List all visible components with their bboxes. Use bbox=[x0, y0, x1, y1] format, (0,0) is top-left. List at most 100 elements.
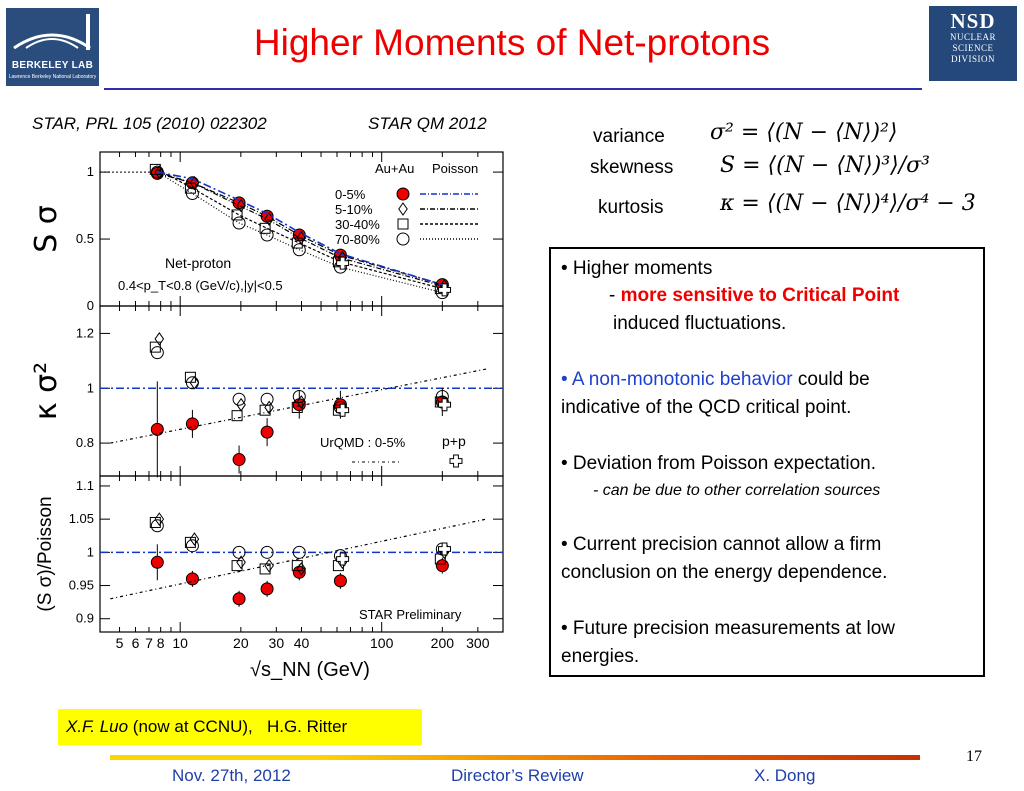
marker-1-3-4-shape bbox=[292, 389, 306, 403]
marker-0-3-4 bbox=[292, 243, 306, 257]
ytick-label-2-4: 1.1 bbox=[76, 478, 94, 493]
ytick-label-2-1: 0.95 bbox=[69, 578, 94, 593]
marker-1-0-2-shape bbox=[232, 453, 246, 467]
marker-2-0-3-shape bbox=[260, 582, 274, 596]
marker-0-4-0 bbox=[336, 256, 350, 270]
legend-label-2: 30-40% bbox=[335, 217, 380, 232]
marker-2-2-3-shape bbox=[259, 563, 271, 575]
marker-2-2-2 bbox=[231, 560, 243, 572]
ytick-label-0-2: 1 bbox=[87, 164, 94, 179]
marker-1-0-3 bbox=[260, 425, 274, 439]
moments-chart: 0 0.5 1 S σ 0.8 1 1.2 κ σ² 0.9 0.95 1 1.05 1.1 (S σ)/… bbox=[29, 151, 504, 681]
marker-1-4-0 bbox=[336, 403, 350, 417]
legend-marker-3 bbox=[396, 232, 410, 246]
marker-2-3-1-shape bbox=[185, 539, 199, 553]
ytick-label-2-2: 1 bbox=[87, 544, 94, 559]
bullet-non-monotonic-tail2: indicative of the QCD critical point. bbox=[561, 397, 852, 418]
marker-1-0-0 bbox=[150, 422, 164, 436]
marker-1-3-0 bbox=[150, 346, 164, 360]
footer-bar bbox=[110, 755, 920, 760]
marker-0-3-3 bbox=[260, 228, 274, 242]
title-divider bbox=[104, 88, 922, 90]
xtick-label-2: 7 bbox=[145, 635, 153, 651]
nsd-logo: NSD NUCLEAR SCIENCE DIVISION bbox=[929, 6, 1017, 81]
marker-2-0-6 bbox=[435, 559, 449, 573]
bullet-higher-moments: • Higher moments bbox=[561, 258, 713, 279]
legend-marker-3-shape bbox=[396, 232, 410, 246]
formula-skewness: S = ⟨(N − ⟨N⟩)³⟩/σ³ bbox=[720, 153, 930, 178]
legend-urqmd-label: UrQMD : 0-5% bbox=[320, 435, 406, 450]
marker-2-2-4-shape bbox=[291, 560, 303, 572]
marker-2-1-4 bbox=[296, 562, 307, 576]
annotation-preliminary: STAR Preliminary bbox=[359, 607, 462, 622]
berkeley-lab-logo-icon bbox=[13, 14, 91, 50]
marker-0-2-4-shape bbox=[291, 237, 303, 249]
xtick-label-5: 20 bbox=[233, 635, 249, 651]
xtick-label-0: 5 bbox=[116, 635, 124, 651]
marker-0-4-1 bbox=[438, 283, 452, 297]
marker-2-0-1-shape bbox=[185, 572, 199, 586]
logo-left-line1: BERKELEY LAB bbox=[11, 60, 94, 71]
logo-left-line2: Lawrence Berkeley National Laboratory bbox=[8, 74, 97, 80]
logo-right-line3: SCIENCE bbox=[952, 43, 994, 53]
legend-marker-0-shape bbox=[396, 187, 410, 201]
credit-mid: (now at CCNU), bbox=[128, 717, 267, 736]
marker-0-2-3 bbox=[259, 222, 271, 234]
marker-2-3-4 bbox=[292, 545, 306, 559]
marker-1-4-1 bbox=[438, 398, 452, 412]
marker-2-2-1 bbox=[184, 536, 196, 548]
marker-1-3-0-shape bbox=[150, 346, 164, 360]
formula-variance: σ² = ⟨(N − ⟨N⟩)²⟩ bbox=[710, 120, 898, 145]
ytick-label-0-0: 0 bbox=[87, 298, 94, 313]
marker-0-3-2 bbox=[232, 216, 246, 230]
marker-1-1-0-shape bbox=[154, 332, 165, 346]
marker-2-3-2 bbox=[232, 545, 246, 559]
page-number: 17 bbox=[966, 748, 982, 765]
footer-event: Director’s Review bbox=[451, 766, 584, 785]
marker-2-3-3 bbox=[260, 545, 274, 559]
legend-marker-1-shape bbox=[398, 202, 408, 216]
marker-2-2-6 bbox=[434, 553, 446, 565]
marker-0-2-0 bbox=[149, 163, 161, 175]
logo-right-line4: DIVISION bbox=[951, 54, 995, 64]
bullet-precision-l2: conclusion on the energy dependence. bbox=[561, 562, 888, 583]
bullet-non-monotonic-tail1: could be bbox=[792, 369, 870, 390]
legend-label-0: 0-5% bbox=[335, 187, 366, 202]
marker-1-0-1 bbox=[185, 417, 199, 431]
marker-0-4-1-shape bbox=[438, 283, 452, 297]
marker-1-0-2 bbox=[232, 453, 246, 467]
marker-0-2-0-shape bbox=[149, 163, 161, 175]
marker-2-2-4 bbox=[291, 560, 303, 572]
marker-2-1-4-shape bbox=[296, 562, 307, 576]
xtick-label-7: 40 bbox=[294, 635, 310, 651]
marker-1-0-0-shape bbox=[150, 422, 164, 436]
marker-0-3-4-shape bbox=[292, 243, 306, 257]
ytick-label-1-1: 1 bbox=[87, 380, 94, 395]
poisson-baseline-70-80% bbox=[157, 171, 443, 294]
bullet-poisson-sub: - can be due to other correlation source… bbox=[593, 482, 881, 499]
ytick-label-0-1: 0.5 bbox=[76, 231, 94, 246]
credit-box: X.F. Luo (now at CCNU), H.G. Ritter bbox=[58, 709, 422, 745]
marker-1-3-1-shape bbox=[185, 376, 199, 390]
marker-1-1-0 bbox=[154, 332, 165, 346]
ref-left: STAR, PRL 105 (2010) 022302 bbox=[32, 114, 267, 133]
critical-point-highlight: more sensitive to Critical Point bbox=[620, 285, 900, 306]
marker-1-0-1-shape bbox=[185, 417, 199, 431]
legend-marker-0 bbox=[396, 187, 410, 201]
marker-0-2-4 bbox=[291, 237, 303, 249]
marker-1-3-3-shape bbox=[260, 392, 274, 406]
credit-name1: X.F. Luo bbox=[66, 717, 129, 736]
formula-label-variance: variance bbox=[593, 126, 665, 147]
xtick-label-6: 30 bbox=[269, 635, 285, 651]
marker-2-0-5 bbox=[333, 574, 347, 588]
marker-2-3-3-shape bbox=[260, 545, 274, 559]
logo-right-line1: NSD bbox=[950, 9, 996, 33]
marker-2-0-0 bbox=[150, 555, 164, 569]
legend-label-3: 70-80% bbox=[335, 232, 380, 247]
marker-1-4-1-shape bbox=[438, 398, 452, 412]
marker-0-3-0-shape bbox=[150, 165, 164, 179]
urqmd-line-1 bbox=[110, 368, 487, 444]
marker-2-3-2-shape bbox=[232, 545, 246, 559]
legend-pp-label: p+p bbox=[442, 433, 466, 449]
bullet-poisson-deviation: • Deviation from Poisson expectation. bbox=[561, 453, 877, 474]
